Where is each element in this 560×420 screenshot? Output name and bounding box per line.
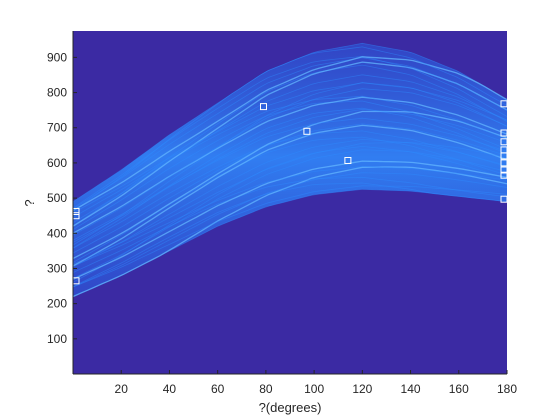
y-tick-label: 300 [47,261,67,275]
band-streak [73,74,507,224]
axes: 20 40 60 80 100 120 140 160 180 100 200 300 400 500 60… [47,31,517,396]
y-tick-label: 400 [47,226,67,240]
band-streak [73,61,507,227]
x-tick-label: 180 [497,382,517,396]
y-tick-label: 700 [47,121,67,135]
x-tick-label: 20 [115,382,129,396]
x-tick-label: 40 [163,382,177,396]
band-streak [73,124,507,267]
band-streak [73,82,507,246]
band-streak [73,82,507,214]
peak-marker [260,103,267,111]
peak-marker [303,127,311,135]
x-tick-label: 160 [449,382,469,396]
band-streak [73,46,507,202]
band-streak [73,107,507,249]
band-streak [73,172,507,288]
band-streak [73,166,507,298]
band-streak [73,57,507,210]
band-streak [73,160,507,280]
band-streak [73,64,507,227]
y-tick-label: 500 [47,191,67,205]
peak-marker [500,159,508,167]
band-streak [73,55,507,209]
band-streak [73,149,507,279]
peak-marker [500,138,508,146]
band-streak [73,96,507,234]
band-streak [73,123,507,254]
x-axis-label: ?(degrees) [259,400,322,415]
band-streak [73,138,507,268]
band-streak [73,108,507,243]
peak-marker [500,100,508,108]
band-streak [73,185,507,288]
peak-marker [500,171,508,179]
y-tick-label: 200 [47,297,67,311]
y-tick-label: 600 [47,156,67,170]
band-streak [73,136,507,263]
band-streak [73,100,507,231]
band-area [73,43,507,297]
band-streak [73,130,507,249]
x-tick-label: 120 [352,382,372,396]
band-streak [73,145,507,283]
band-streak [73,117,507,241]
band-streak [73,182,507,287]
x-tick-label: 140 [401,382,421,396]
y-tick-label: 800 [47,86,67,100]
y-tick-label: 900 [47,50,67,64]
band-streak [73,165,507,267]
band-streak [73,88,507,236]
x-tick-label: 100 [304,382,324,396]
band-streak [73,56,507,212]
band-streak [73,42,507,212]
peak-marker [500,195,508,203]
peak-marker [500,146,508,154]
peak-marker [344,157,352,164]
band-streak [73,110,507,260]
peak-marker [500,166,508,174]
y-axis-label: ? [22,199,37,206]
y-tick-label: 100 [47,332,67,346]
x-tick-label: 80 [259,382,273,396]
band-streak [73,142,507,265]
band-streak [73,95,507,218]
accumulator-band [73,42,507,298]
band-streak [73,176,507,273]
peak-marker [500,129,508,137]
x-tick-label: 60 [211,382,225,396]
